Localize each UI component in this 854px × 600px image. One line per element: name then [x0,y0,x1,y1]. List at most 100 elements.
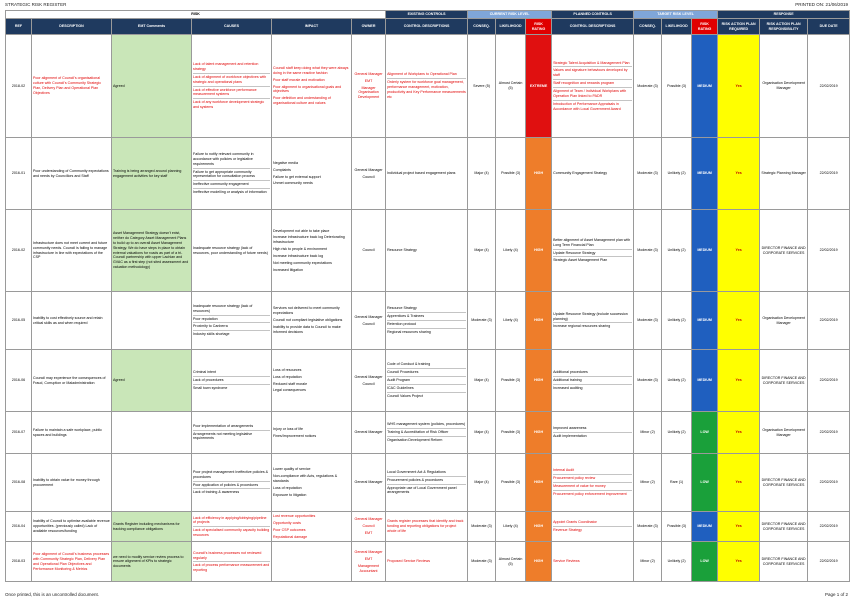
responsibility-value: Organisation Development Manager [762,427,805,437]
group-current-risk-level: CURRENT RISK LEVEL [467,10,553,19]
target-risk-rating-badge: MEDIUM [691,349,719,412]
col-target-likelihood: LIKELIHOOD [661,18,693,35]
cause-item: Poor implementation of arrangements [193,423,270,431]
planned-controls-cell: Appoint Grants Coordinator Revenue Strate… [551,510,635,543]
risk-row: 2018-02 Poor alignment of Council's organ… [5,34,851,138]
impact-cell: Negative media Complaints Failure to get e… [271,137,352,210]
esmt-comments-cell [111,291,192,350]
existing-controls-cell: WHS management system (policies, procedu… [385,411,469,454]
owner-item: General Manager [354,517,383,522]
esmt-comment-text: Agreed [113,378,125,383]
existing-controls-cell: Individual project based engagement plan… [385,137,469,210]
target-risk-rating-badge: LOW [691,411,719,454]
description-cell: Council may experience the consequences … [31,349,112,412]
impact-item: Loss of reputation [273,485,302,490]
target-risk-rating-value: MEDIUM [697,83,712,88]
planned-control-item: Additional procedures [553,369,633,378]
group-target-risk-level: TARGET RISK LEVEL [633,10,719,19]
control-item: Appropriate use of Local Government pane… [387,485,457,495]
cause-item: Lack of effective workforce performance … [193,87,270,100]
ref-value: 2016-06 [11,378,26,383]
target-risk-rating-badge: MEDIUM [691,34,719,138]
target-risk-rating-value: MEDIUM [697,378,712,383]
due-date-cell: 22/02/2019 [807,34,851,138]
impact-item: Poor alignment to organisational goals a… [273,84,342,94]
target-likelihood-value: Rare (1) [670,480,684,485]
cause-item: Failure to get appropriate community rep… [193,169,270,182]
owner-cell: General Manager EMT Management Accountant [350,541,387,583]
risk-register-table: RISK EXISTING CONTROLS CURRENT RISK LEVE… [4,10,851,583]
risk-rating-value: HIGH [534,480,544,485]
planned-controls-cell: Update Resource Strategy (include succes… [551,291,635,350]
col-impact: IMPACT [271,18,352,35]
consequence-value: Moderate (3) [471,318,492,323]
planned-control-item: Improved awareness [553,425,633,433]
control-item: WHS management system (policies, procedu… [387,421,467,430]
risk-rating-value: HIGH [534,171,544,176]
description-text: Failure to maintain a safe workplace, pu… [33,427,102,437]
cause-item: Criminal intent [193,369,270,378]
responsibility-value: Strategic Planning Manager [761,171,806,176]
owner-cell: General Manager Council [350,137,387,210]
owner-item: EMT [364,78,373,83]
likelihood-cell: Likely (4) [495,510,527,543]
likelihood-cell: Possible (3) [495,137,527,210]
action-plan-required-cell: Yes [717,349,761,412]
likelihood-cell: Almost Certain (5) [495,541,527,583]
target-risk-rating-value: MEDIUM [697,524,712,529]
action-plan-responsibility-cell: DIRECTOR FINANCE AND CORPORATE SERVICES [759,349,809,412]
consequence-cell: Major (4) [467,137,497,210]
risk-rating-badge: EXTREME [525,34,553,138]
impact-cell: Council staff keep doing what they were … [271,34,352,138]
group-planned-controls: PLANNED CONTROLS [551,10,635,19]
likelihood-cell: Possible (3) [495,411,527,454]
impact-item: Loss of resources [273,367,302,372]
consequence-cell: Major (4) [467,453,497,512]
description-text: Inability to cost effectively source and… [33,315,103,325]
due-date-cell: 22/02/2019 [807,541,851,583]
due-date-cell: 22/02/2019 [807,510,851,543]
impact-item: Poor staff morale and motivation [273,77,325,82]
impact-item: Unmet community needs [273,181,313,186]
existing-controls-cell: Code of Conduct & training Council Proced… [385,349,469,412]
due-date-cell: 22/02/2019 [807,453,851,512]
target-consequence-value: Moderate (3) [637,83,658,88]
target-risk-rating-badge: MEDIUM [691,137,719,210]
action-plan-required-cell: Yes [717,541,761,583]
risk-row: 2016-01 Poor understanding of Community e… [5,137,851,210]
target-consequence-cell: Moderate (3) [633,34,663,138]
esmt-comment-text: we need to modify service review process… [113,554,184,569]
target-likelihood-cell: Unlikely (2) [661,349,693,412]
control-item: Grants register processes that identify … [387,519,464,534]
cause-item: Arrangements not meeting legislative req… [193,431,253,441]
action-plan-responsibility-cell: Organisation Development Manager [759,291,809,350]
col-control-descriptions: CONTROL DESCRIPTIONS [385,18,469,35]
planned-controls-cell: Service Reviews [551,541,635,583]
owner-cell: General Manager EMT Manager Organisation D… [350,34,387,138]
impact-item: Poor CSP outcomes [273,527,306,532]
planned-control-item: Increased auditing [553,385,583,390]
action-plan-required-cell: Yes [717,137,761,210]
action-plan-required-cell: Yes [717,411,761,454]
description-text: Infrastructure does not meet current and… [33,240,108,260]
planned-control-item: Audit implementation [553,434,587,438]
col-due-date: DUE DATE [807,18,851,35]
impact-item: Lost revenue opportunities [273,514,316,518]
impact-item: Fines/Improvement notices [273,433,317,438]
group-existing-controls: EXISTING CONTROLS [385,10,469,19]
description-cell: Inability of Council to optimise availab… [31,510,112,543]
impact-cell: Lower quality of service Non-compliance w… [271,453,352,512]
esmt-comments-cell: Agreed [111,349,192,412]
description-cell: Poor alignment of Council's business pro… [31,541,112,583]
likelihood-value: Almost Certain (5) [498,81,523,90]
owner-item: General Manager [354,167,383,172]
esmt-comment-text: Agreed [113,83,125,88]
likelihood-cell: Likely (4) [495,291,527,350]
target-likelihood-cell: Unlikely (2) [661,137,693,210]
impact-item: High risk to people & environment [273,247,327,252]
col-ref: REF [5,18,32,35]
due-date-value: 22/02/2019 [819,378,838,383]
ref-value: 2016-07 [11,430,26,435]
owner-item: EMT [364,531,373,536]
group-header-row: RISK EXISTING CONTROLS CURRENT RISK LEVE… [4,10,851,19]
